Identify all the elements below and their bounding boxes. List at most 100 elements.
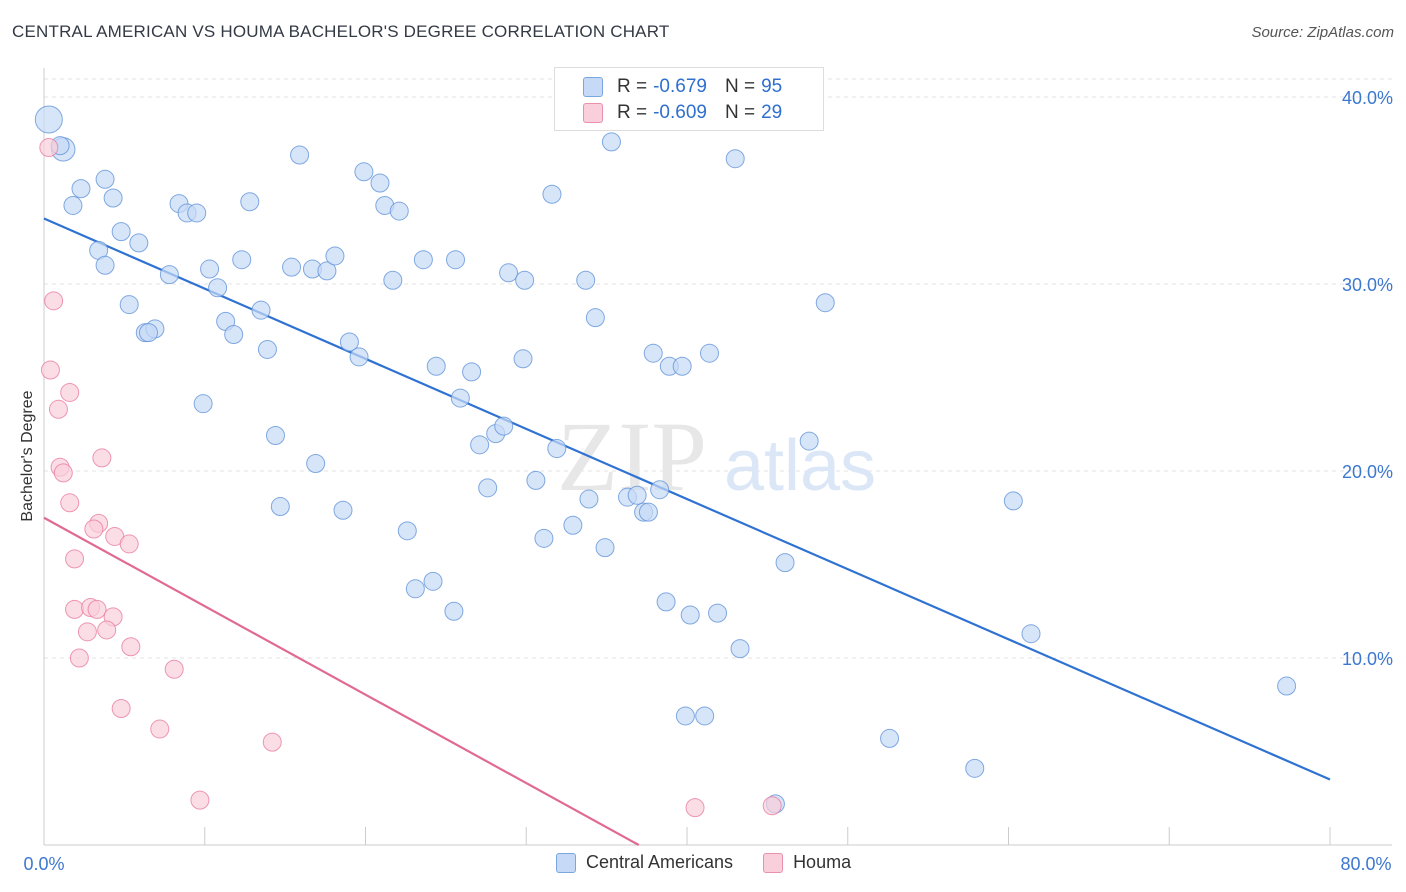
point-houma xyxy=(48,399,68,419)
point-houma xyxy=(111,698,131,718)
point-central-americans xyxy=(282,257,302,277)
point-central-americans xyxy=(423,571,443,591)
n-value-houma: 29 xyxy=(761,102,783,123)
point-central-americans xyxy=(389,201,409,221)
point-houma xyxy=(262,732,282,752)
point-central-americans xyxy=(232,250,252,270)
point-central-americans xyxy=(494,416,514,436)
point-central-americans xyxy=(470,435,490,455)
point-central-americans xyxy=(627,485,647,505)
r-label: R = xyxy=(617,76,648,97)
y-tick-label: 40.0% xyxy=(1342,88,1393,108)
point-houma xyxy=(92,448,112,468)
point-central-americans xyxy=(478,478,498,498)
grid-lines xyxy=(44,78,1392,659)
series-legend: Central Americans Houma xyxy=(556,852,881,873)
point-central-americans xyxy=(1277,676,1297,696)
legend-swatch-pink xyxy=(583,103,603,123)
point-central-americans xyxy=(680,605,700,625)
point-central-americans xyxy=(405,579,425,599)
point-houma xyxy=(87,599,107,619)
r-value-houma: -0.609 xyxy=(653,102,707,123)
point-central-americans xyxy=(306,454,326,474)
point-central-americans xyxy=(650,480,670,500)
point-central-americans xyxy=(799,431,819,451)
point-central-americans xyxy=(542,184,562,204)
point-central-americans xyxy=(880,728,900,748)
legend-row-central-americans: R = -0.679 N = 95 xyxy=(583,76,782,98)
point-houma xyxy=(84,519,104,539)
point-central-americans xyxy=(695,706,715,726)
legend-label-houma: Houma xyxy=(793,852,852,872)
point-central-americans xyxy=(563,515,583,535)
point-central-americans xyxy=(965,758,985,778)
point-houma xyxy=(60,493,80,513)
point-houma xyxy=(97,620,117,640)
point-houma xyxy=(119,534,139,554)
point-central-americans xyxy=(224,324,244,344)
point-central-americans xyxy=(119,295,139,315)
legend-swatch-blue xyxy=(583,77,603,97)
point-central-americans xyxy=(672,356,692,376)
point-central-americans xyxy=(534,528,554,548)
point-central-americans xyxy=(159,265,179,285)
point-central-americans xyxy=(515,270,535,290)
point-central-americans xyxy=(333,500,353,520)
point-central-americans xyxy=(200,259,220,279)
axes xyxy=(43,68,1392,846)
y-tick-label: 20.0% xyxy=(1342,462,1393,482)
point-central-americans xyxy=(95,169,115,189)
point-houma xyxy=(60,382,80,402)
n-label: N = xyxy=(724,76,756,97)
point-central-americans xyxy=(397,521,417,541)
point-houma xyxy=(150,719,170,739)
point-houma xyxy=(164,659,184,679)
point-central-americans xyxy=(725,149,745,169)
point-central-americans xyxy=(446,250,466,270)
point-houma xyxy=(53,463,73,483)
point-central-americans xyxy=(638,502,658,522)
point-central-americans xyxy=(815,293,835,313)
n-label: N = xyxy=(724,102,756,123)
r-label: R = xyxy=(617,102,648,123)
r-value-central: -0.679 xyxy=(653,76,707,97)
point-central-americans xyxy=(103,188,123,208)
point-central-americans xyxy=(34,105,63,134)
point-central-americans xyxy=(339,332,359,352)
point-central-americans xyxy=(208,278,228,298)
point-central-americans xyxy=(138,323,158,343)
point-central-americans xyxy=(643,343,663,363)
x-tick-label: 80.0% xyxy=(1340,854,1391,874)
point-central-americans xyxy=(95,255,115,275)
point-central-americans xyxy=(547,439,567,459)
point-houma xyxy=(69,648,89,668)
point-central-americans xyxy=(63,195,83,215)
point-central-americans xyxy=(1003,491,1023,511)
legend-swatch-pink xyxy=(763,852,784,873)
legend-swatch-blue xyxy=(556,852,576,873)
point-central-americans xyxy=(413,250,433,270)
point-houma xyxy=(40,360,60,380)
trend-line-houma xyxy=(43,516,640,846)
watermark-atlas: atlas xyxy=(724,426,876,506)
point-central-americans xyxy=(257,339,277,359)
point-central-americans xyxy=(450,388,470,408)
point-central-americans xyxy=(585,308,605,328)
point-central-americans xyxy=(730,639,750,659)
point-central-americans xyxy=(775,553,795,573)
point-central-americans xyxy=(270,497,290,517)
point-central-americans xyxy=(576,270,596,290)
point-central-americans xyxy=(325,246,345,266)
point-central-americans xyxy=(193,394,213,414)
point-central-americans xyxy=(71,179,91,199)
y-tick-label: 30.0% xyxy=(1342,275,1393,295)
zipatlas-watermark: ZIP atlas xyxy=(557,401,876,512)
point-central-americans xyxy=(601,132,621,152)
point-houma xyxy=(77,622,97,642)
point-central-americans xyxy=(370,173,390,193)
point-houma xyxy=(39,137,59,157)
source-attribution: Source: ZipAtlas.com xyxy=(1251,24,1394,41)
point-central-americans xyxy=(700,343,720,363)
point-houma xyxy=(121,637,141,657)
